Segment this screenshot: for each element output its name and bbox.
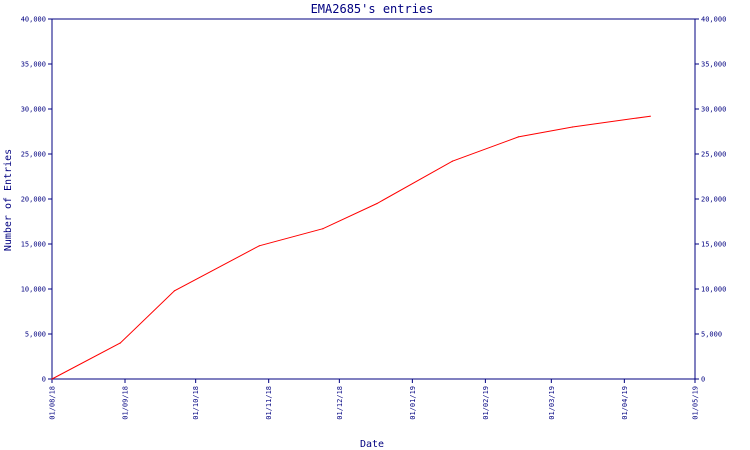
y-axis-title: Number of Entries xyxy=(3,149,14,251)
y-tick-label-right: 35,000 xyxy=(701,61,726,69)
data-point xyxy=(322,228,324,230)
y-tick-label-left: 30,000 xyxy=(21,106,46,114)
series-line xyxy=(51,115,651,380)
y-tick-label-left: 0 xyxy=(42,376,46,384)
data-point xyxy=(376,202,378,205)
x-tick-label: 01/12/18 xyxy=(336,386,344,420)
y-tick-label-left: 40,000 xyxy=(21,16,46,24)
x-tick-label: 01/01/19 xyxy=(409,386,417,420)
x-axis-title: Date xyxy=(360,439,384,450)
y-tick-label-right: 15,000 xyxy=(701,241,726,249)
chart-title: EMA2685's entries xyxy=(311,2,434,16)
x-tick-label: 01/08/18 xyxy=(49,386,57,420)
y-tick-label-right: 5,000 xyxy=(701,331,722,339)
x-tick-label: 01/03/19 xyxy=(548,386,556,420)
y-tick-label-left: 5,000 xyxy=(25,331,46,339)
y-tick-label-right: 0 xyxy=(701,376,705,384)
y-tick-label-left: 35,000 xyxy=(21,61,46,69)
y-tick-label-right: 25,000 xyxy=(701,151,726,159)
x-tick-label: 01/05/19 xyxy=(692,386,700,420)
y-tick-label-left: 10,000 xyxy=(21,286,46,294)
data-point xyxy=(173,290,176,292)
data-point xyxy=(649,115,651,117)
data-point xyxy=(258,245,260,247)
x-tick-label: 01/10/18 xyxy=(192,386,200,420)
x-tick-label: 01/11/18 xyxy=(265,386,273,420)
x-tick-label: 01/04/19 xyxy=(621,386,629,420)
y-tick-label-right: 40,000 xyxy=(701,16,726,24)
plot-frame xyxy=(51,18,696,380)
data-point xyxy=(119,342,121,344)
data-point xyxy=(517,136,519,138)
x-tick-label: 01/09/18 xyxy=(122,386,130,420)
y-tick-label-right: 30,000 xyxy=(701,106,726,114)
y-tick-label-right: 20,000 xyxy=(701,196,726,204)
plot-area: 0 0 5,000 5,000 10,000 10,000 15,000 15,000 20,0… xyxy=(21,16,727,420)
data-point xyxy=(451,160,454,162)
x-tick-label: 01/02/19 xyxy=(482,386,490,420)
data-point xyxy=(51,378,53,380)
y-tick-label-left: 15,000 xyxy=(21,241,46,249)
y-tick-label-right: 10,000 xyxy=(701,286,726,294)
data-point xyxy=(571,126,574,128)
y-tick-label-left: 25,000 xyxy=(21,151,46,159)
y-tick-label-left: 20,000 xyxy=(21,196,46,204)
